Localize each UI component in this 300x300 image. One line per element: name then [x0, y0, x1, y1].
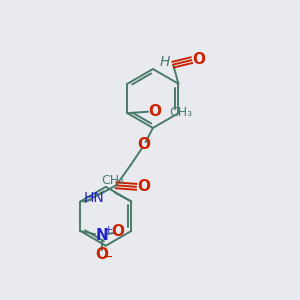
- Text: O: O: [95, 247, 108, 262]
- Text: HN: HN: [84, 191, 104, 205]
- Text: O: O: [138, 136, 151, 152]
- Text: O: O: [111, 224, 124, 239]
- Text: CH₃: CH₃: [169, 106, 192, 119]
- Text: O: O: [192, 52, 205, 67]
- Text: −: −: [103, 251, 114, 264]
- Text: O: O: [148, 103, 162, 118]
- Text: CH₃: CH₃: [101, 174, 124, 188]
- Text: N: N: [95, 228, 108, 243]
- Text: +: +: [104, 225, 114, 235]
- Text: H: H: [160, 55, 170, 69]
- Text: O: O: [137, 179, 150, 194]
